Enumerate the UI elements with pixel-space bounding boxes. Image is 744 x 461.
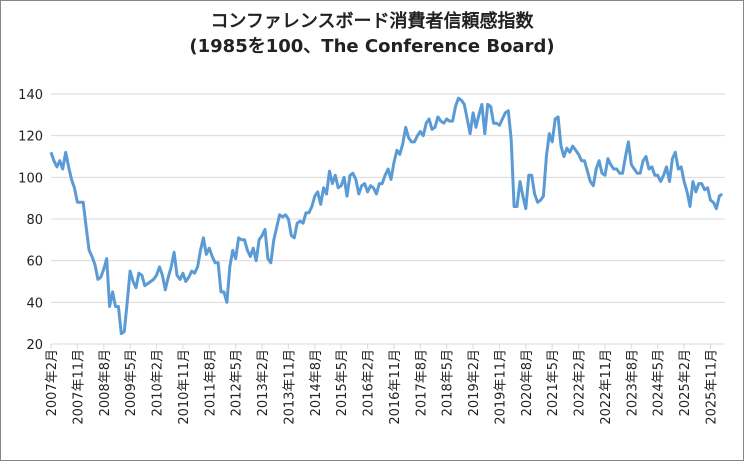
x-tick-label: 2010年2月 [151,349,166,416]
data-series-line [49,96,724,336]
y-tick-label: 40 [26,296,43,311]
y-tick-label: 140 [18,88,43,103]
x-tick-label: 2022年11月 [599,349,614,425]
chart-title: コンファレンスボード消費者信頼感指数 (1985を100、The Confere… [1,9,743,59]
title-line: コンファレンスボード消費者信頼感指数 [210,11,534,32]
y-tick-label: 20 [26,338,43,353]
x-tick-label: 2013年2月 [256,349,271,416]
x-tick-label: 2016年2月 [362,349,377,416]
x-tick-label: 2019年2月 [467,349,482,416]
x-tick-label: 2022年2月 [573,349,588,416]
x-tick-label: 2017年8月 [414,349,429,416]
x-tick-label: 2010年11月 [177,349,192,425]
x-tick-label: 2024年5月 [652,349,667,416]
x-tick-label: 2015年5月 [335,349,350,416]
y-tick-label: 100 [18,171,43,186]
y-tick-label: 120 [18,130,43,145]
x-tick-label: 2018年5月 [441,349,456,416]
x-tick-label: 2013年11月 [282,349,297,425]
x-tick-label: 2021年5月 [546,349,561,416]
x-tick-label: 2023年8月 [625,349,640,416]
subtitle-line: (1985を100、The Conference Board) [189,36,555,57]
y-tick-label: 60 [26,255,43,270]
x-tick-label: 2020年8月 [520,349,535,416]
x-tick-label: 2012年5月 [230,349,245,416]
x-tick-label: 2025年2月 [678,349,693,416]
y-tick-label: 80 [26,213,43,228]
x-tick-label: 2007年2月 [45,349,60,416]
x-tick-label: 2019年11月 [493,349,508,425]
x-tick-label: 2014年8月 [309,349,324,416]
x-tick-label: 2008年8月 [98,349,113,416]
x-tick-label: 2016年11月 [388,349,403,425]
x-tick-label: 2007年11月 [71,349,86,425]
x-tick-label: 2025年11月 [705,349,720,425]
x-tick-label: 2011年8月 [203,349,218,416]
x-tick-label: 2009年5月 [124,349,139,416]
